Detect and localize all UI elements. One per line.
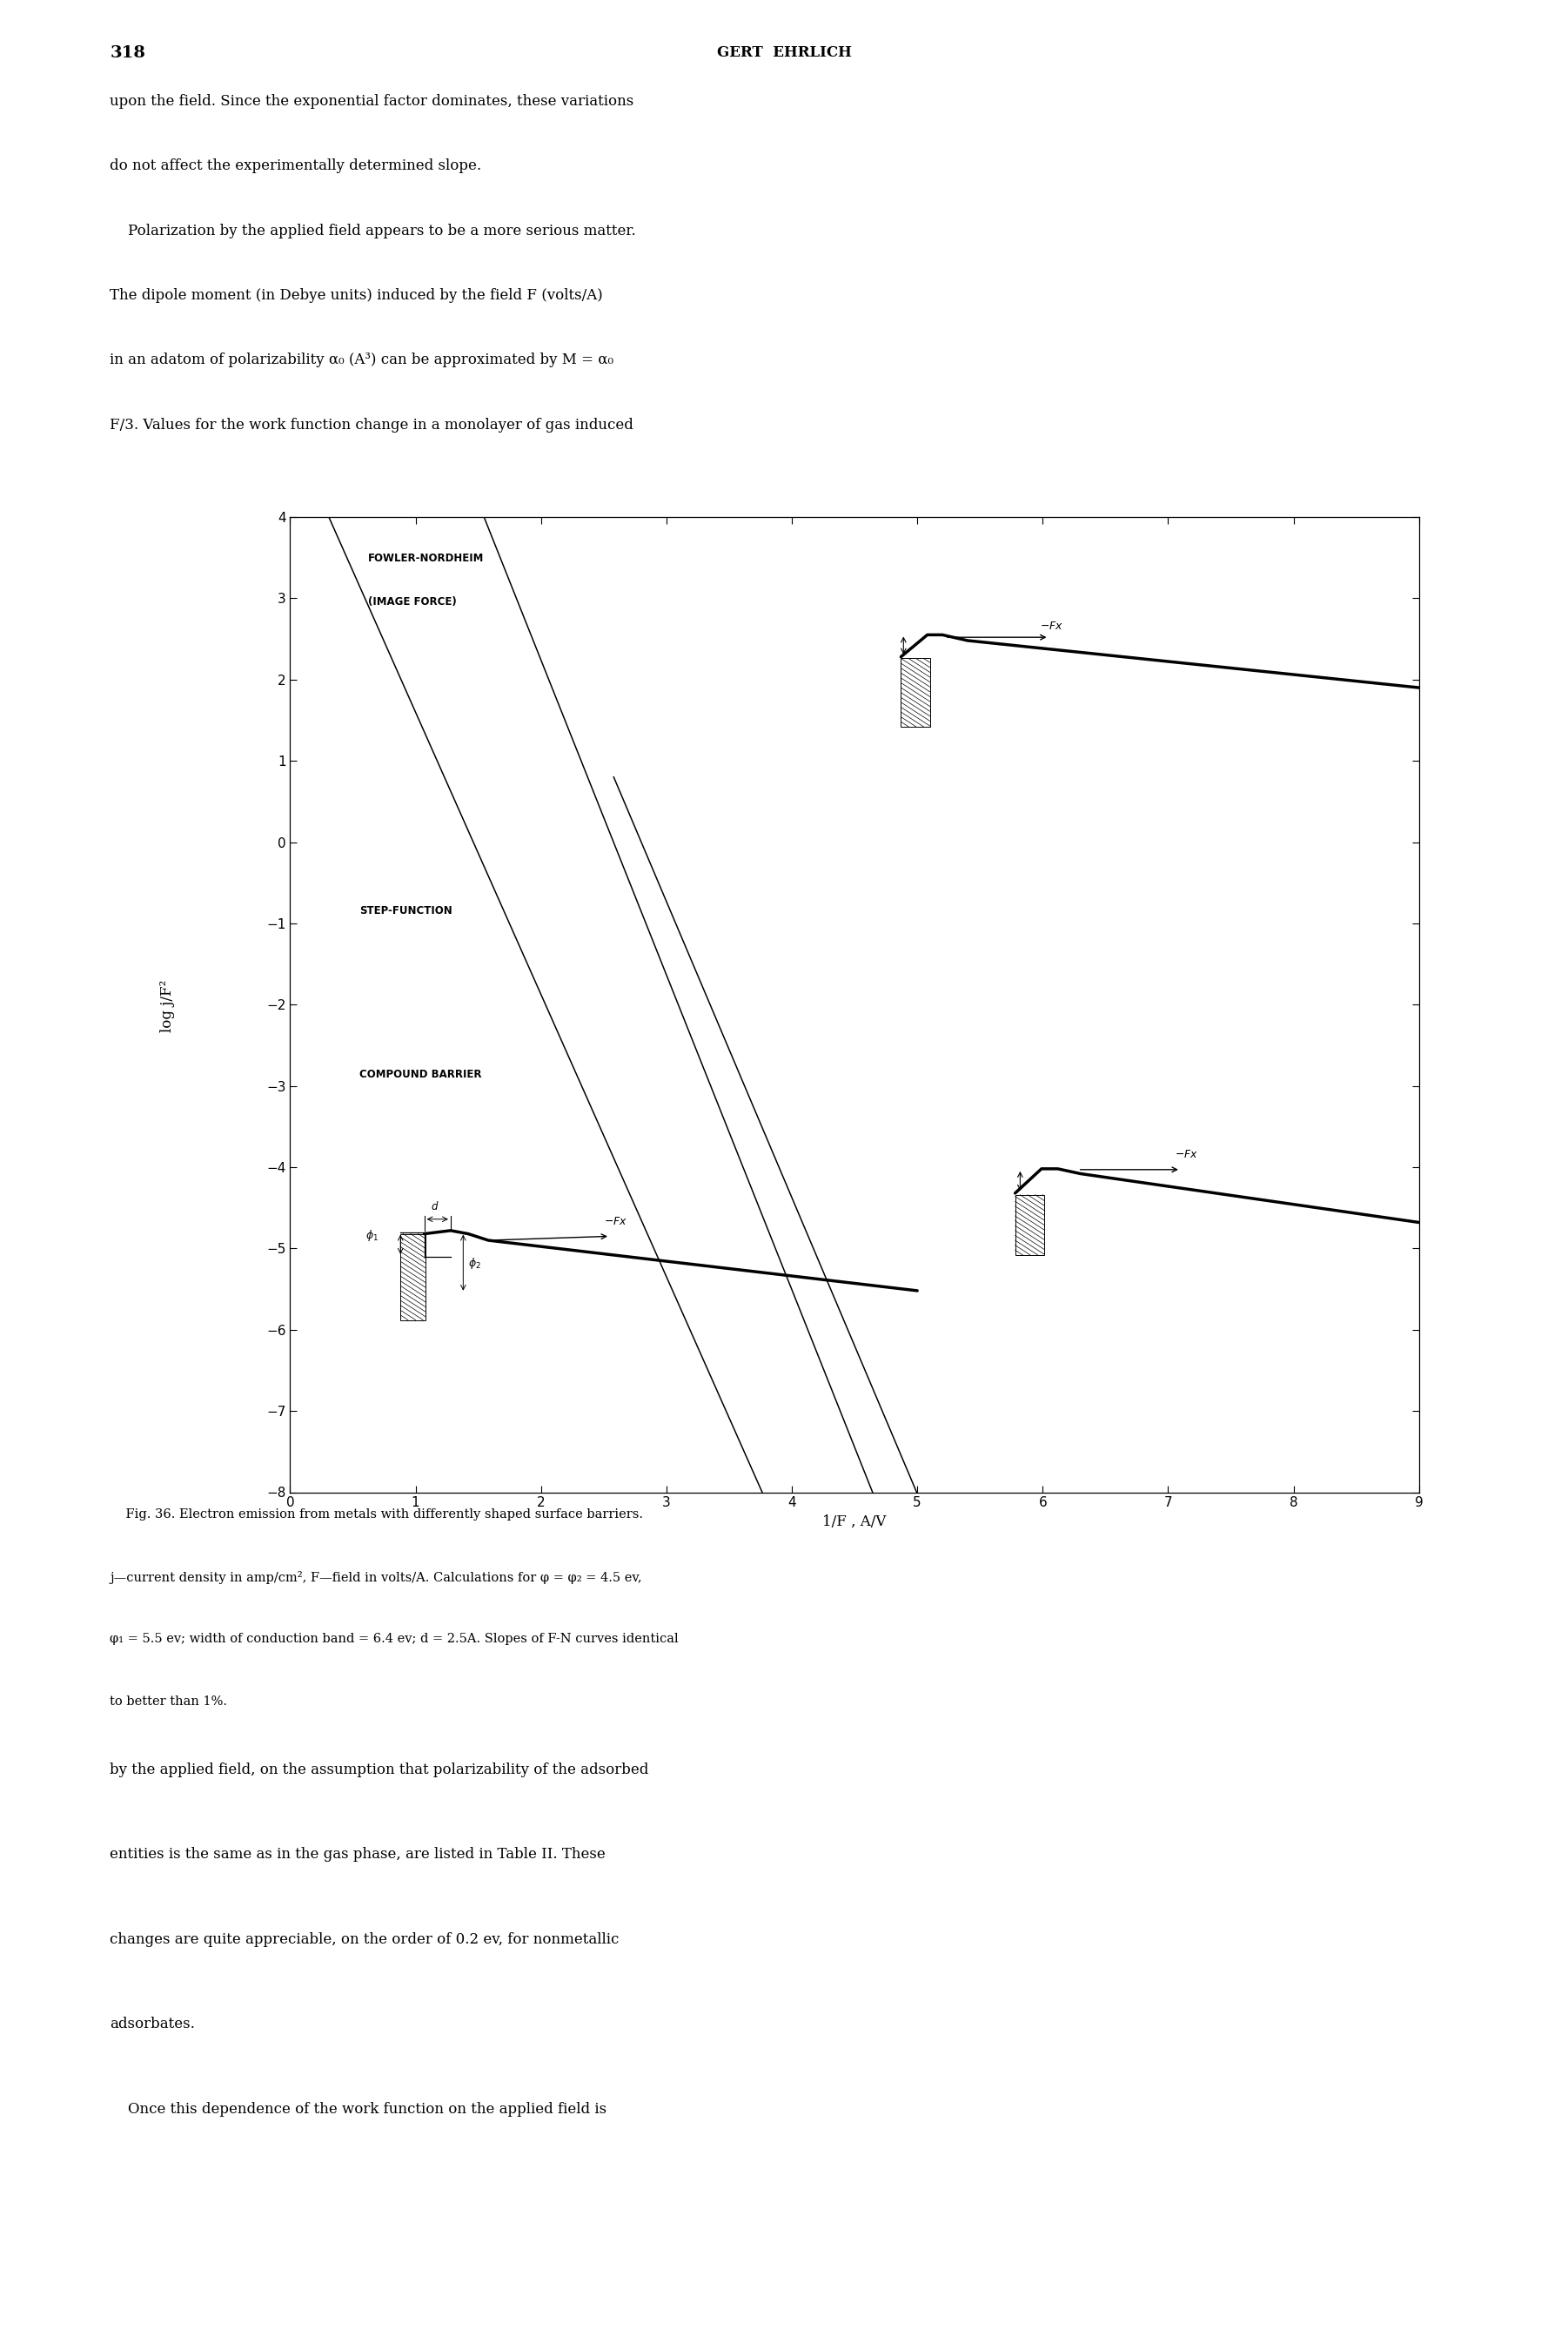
Text: F/3. Values for the work function change in a monolayer of gas induced: F/3. Values for the work function change… <box>110 418 633 432</box>
Text: $-Fx$: $-Fx$ <box>1174 1149 1198 1161</box>
Text: FOWLER-NORDHEIM: FOWLER-NORDHEIM <box>368 552 485 564</box>
Text: $\phi_1$: $\phi_1$ <box>365 1229 378 1243</box>
Text: φ₁ = 5.5 ev; width of conduction band = 6.4 ev; d = 2.5A. Slopes of F-N curves i: φ₁ = 5.5 ev; width of conduction band = … <box>110 1633 679 1645</box>
Text: entities is the same as in the gas phase, are listed in Table II. These: entities is the same as in the gas phase… <box>110 1847 605 1861</box>
X-axis label: 1/F , A/V: 1/F , A/V <box>823 1513 886 1530</box>
Text: Polarization by the applied field appears to be a more serious matter.: Polarization by the applied field appear… <box>110 223 637 237</box>
Text: adsorbates.: adsorbates. <box>110 2016 194 2033</box>
Bar <box>1014 1194 1044 1255</box>
Bar <box>902 658 930 726</box>
Text: (IMAGE FORCE): (IMAGE FORCE) <box>368 597 456 606</box>
Text: by the applied field, on the assumption that polarizability of the adsorbed: by the applied field, on the assumption … <box>110 1762 649 1777</box>
Text: The dipole moment (in Debye units) induced by the field F (volts/A): The dipole moment (in Debye units) induc… <box>110 289 604 303</box>
Text: $-Fx$: $-Fx$ <box>604 1217 627 1227</box>
Text: 318: 318 <box>110 45 146 61</box>
Text: STEP-FUNCTION: STEP-FUNCTION <box>359 905 452 916</box>
Text: changes are quite appreciable, on the order of 0.2 ev, for nonmetallic: changes are quite appreciable, on the or… <box>110 1932 619 1946</box>
Text: GERT  EHRLICH: GERT EHRLICH <box>717 45 851 61</box>
Text: $\phi_2$: $\phi_2$ <box>469 1255 481 1271</box>
Text: Fig. 36. Electron emission from metals with differently shaped surface barriers.: Fig. 36. Electron emission from metals w… <box>110 1509 643 1520</box>
Text: to better than 1%.: to better than 1%. <box>110 1697 227 1708</box>
Bar <box>400 1234 425 1321</box>
Text: $d$: $d$ <box>431 1201 439 1213</box>
Text: in an adatom of polarizability α₀ (A³) can be approximated by M = α₀: in an adatom of polarizability α₀ (A³) c… <box>110 352 613 367</box>
Text: log j/F²: log j/F² <box>160 980 176 1032</box>
Text: j—current density in amp/cm², F—field in volts/A. Calculations for φ = φ₂ = 4.5 : j—current density in amp/cm², F—field in… <box>110 1572 641 1584</box>
Text: Once this dependence of the work function on the applied field is: Once this dependence of the work functio… <box>110 2101 607 2117</box>
Text: COMPOUND BARRIER: COMPOUND BARRIER <box>359 1069 481 1081</box>
Text: upon the field. Since the exponential factor dominates, these variations: upon the field. Since the exponential fa… <box>110 94 633 108</box>
Text: do not affect the experimentally determined slope.: do not affect the experimentally determi… <box>110 160 481 174</box>
Text: $-Fx$: $-Fx$ <box>1040 620 1063 632</box>
